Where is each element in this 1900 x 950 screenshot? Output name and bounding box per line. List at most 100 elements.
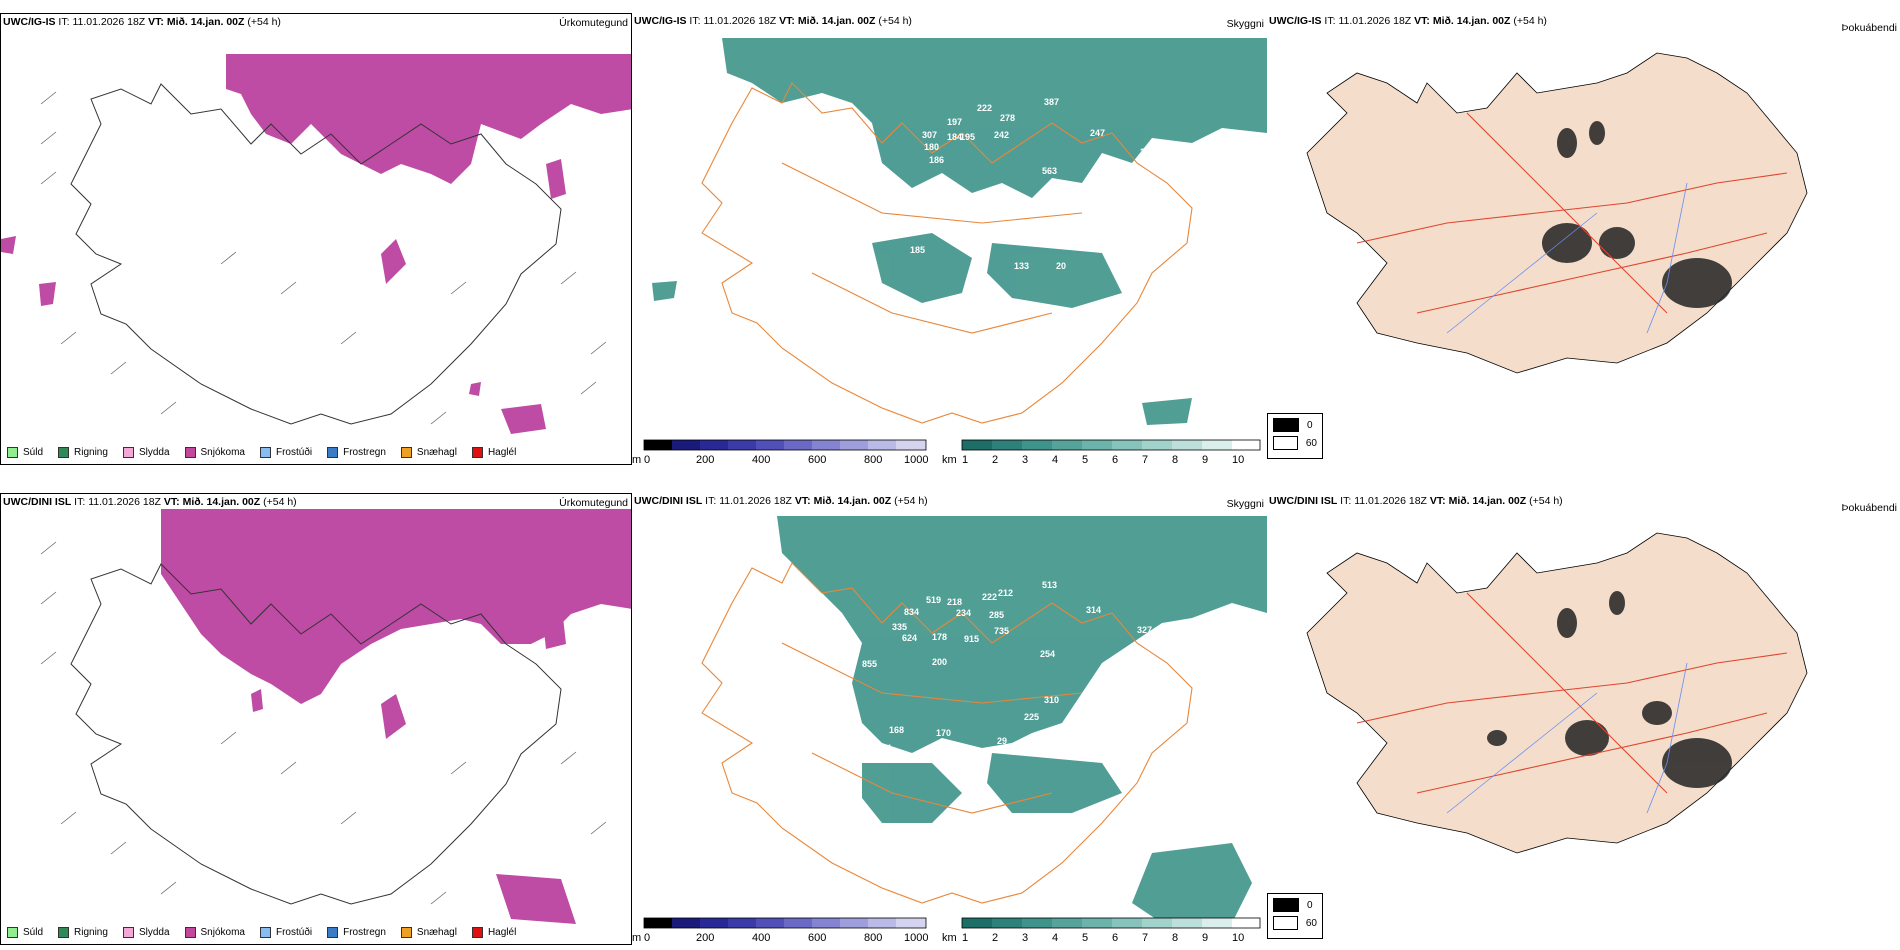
snow-area-bottom <box>161 509 631 924</box>
cloud-panel-top: 222 197 278 387 307 184 242 180 195 791 … <box>632 13 1267 465</box>
legend-item: Slydda <box>122 447 170 458</box>
legend-item: Haglél <box>471 927 517 938</box>
scale-tick: 800 <box>864 932 883 944</box>
cloud-height-labels-top: 222 197 278 387 307 184 242 180 195 791 … <box>857 97 1155 271</box>
vt-value: Mið. 14.jan. 00Z <box>797 15 876 27</box>
cloud-map-top: 222 197 278 387 307 184 242 180 195 791 … <box>652 38 1267 425</box>
fog-white-swatch <box>1273 436 1298 450</box>
scale-tick: 8 <box>1172 454 1179 465</box>
legend-swatch <box>400 927 412 938</box>
precip-legend: Súld Rigning Slydda Snjókoma Frostúði Fr… <box>7 447 516 458</box>
legend-swatch <box>471 927 483 938</box>
legend-label: Haglél <box>487 927 517 938</box>
scale-tick: 200 <box>696 454 715 465</box>
fog-map-top <box>1306 52 1808 374</box>
legend-item: Frostúði <box>259 447 312 458</box>
lead-time: (+54 h) <box>263 496 297 508</box>
legend-item: Súld <box>7 447 43 458</box>
fog-black-swatch <box>1273 898 1299 912</box>
lead-time: (+54 h) <box>878 15 912 27</box>
orange-roads-top <box>701 82 1193 424</box>
it-label: IT: <box>1324 15 1336 27</box>
vt-label: VT: <box>794 495 811 507</box>
precip-map-bottom <box>40 509 631 924</box>
scale-tick: 7 <box>1142 454 1149 465</box>
it-value: 11.01.2026 18Z <box>72 16 146 28</box>
scale-tick: 3 <box>1022 454 1029 465</box>
fog-white-swatch <box>1273 916 1298 930</box>
cloud-map-bottom: 513 519 218 222 212 834 234 285 314 335 … <box>701 516 1267 923</box>
scale-tick: 5 <box>1082 454 1089 465</box>
cloud-label: 117 <box>1012 747 1027 757</box>
legend-label: Frostregn <box>343 447 386 458</box>
scale-tick: 10 <box>1232 932 1245 944</box>
model-name: UWC/IG-IS <box>1269 15 1322 27</box>
scale-tick: 7 <box>1142 932 1149 944</box>
scale-tick: 9 <box>1202 454 1209 465</box>
fog-value: 0 <box>1307 899 1313 911</box>
scale-tick: 6 <box>1112 454 1119 465</box>
cloud-label: 310 <box>1044 695 1059 705</box>
vt-value: Mið. 14.jan. 00Z <box>813 495 892 507</box>
legend-swatch <box>327 447 339 458</box>
lead-time: (+54 h) <box>1513 15 1547 27</box>
cloud-label: 197 <box>947 117 962 127</box>
panel-header: UWC/DINI ISL IT: 11.01.2026 18Z VT: Mið.… <box>1269 495 1563 507</box>
precip-legend: Súld Rigning Slydda Snjókoma Frostúði Fr… <box>7 927 516 938</box>
legend-label: Rigning <box>74 447 108 458</box>
it-value: 11.01.2026 18Z <box>1354 495 1427 507</box>
scale-tick: 800 <box>864 454 883 465</box>
fog-value: 60 <box>1305 917 1317 929</box>
lead-time: (+54 h) <box>247 16 281 28</box>
cloud-label: 168 <box>889 725 904 735</box>
scale-tick: 3 <box>1022 932 1029 944</box>
legend-swatch <box>7 927 18 938</box>
cloud-label: 131 <box>877 743 892 753</box>
precip-panel-top: UWC/IG-IS IT: 11.01.2026 18Z VT: Mið. 14… <box>0 13 632 465</box>
it-label: IT: <box>74 496 86 508</box>
legend-item: Frostregn <box>327 927 386 938</box>
fog-land-top <box>1306 52 1808 374</box>
scale-unit: km <box>942 932 957 944</box>
scale-tick: 200 <box>696 932 715 944</box>
it-label: IT: <box>705 495 717 507</box>
cloud-label: 225 <box>1024 712 1039 722</box>
lead-time: (+54 h) <box>1529 495 1563 507</box>
panel-title: Þokuábendi <box>1841 502 1897 514</box>
scale-tick: 1000 <box>904 454 929 465</box>
precip-map-top <box>1 54 631 434</box>
cloud-label: 186 <box>857 243 872 253</box>
cloud-label: 393 <box>1042 217 1057 227</box>
scale-tick: 600 <box>808 932 827 944</box>
cloud-label: 222 <box>982 592 997 602</box>
cloud-label: 513 <box>1042 580 1057 590</box>
fog-roads-bottom <box>1356 592 1788 794</box>
cloud-label: 563 <box>1042 166 1057 176</box>
legend-label: Frostregn <box>343 927 386 938</box>
fog-dark-areas-top <box>1542 121 1732 308</box>
panel-header: UWC/IG-IS IT: 11.01.2026 18Z VT: Mið. 14… <box>3 16 281 28</box>
scale-tick: 8 <box>1172 932 1179 944</box>
it-value: 11.01.2026 18Z <box>703 15 777 27</box>
height-scale: m 0 200 400 600 800 1000 <box>632 438 937 465</box>
legend-label: Snæhagl <box>416 927 457 938</box>
legend-swatch <box>122 927 134 938</box>
it-value: 11.01.2026 18Z <box>1338 15 1412 27</box>
legend-swatch <box>122 447 134 458</box>
fog-map-bottom <box>1306 532 1808 854</box>
legend-label: Frostúði <box>275 927 313 938</box>
cloud-label: 285 <box>989 610 1004 620</box>
cloud-label: 254 <box>1040 649 1055 659</box>
legend-item: Snæhagl <box>400 927 457 938</box>
cloud-label: 212 <box>998 588 1013 598</box>
legend-swatch <box>184 927 196 938</box>
iceland-outline-top <box>70 83 562 425</box>
scale-tick: 4 <box>1052 932 1059 944</box>
vt-value: Mið. 14.jan. 00Z <box>1448 495 1527 507</box>
cloud-label: 834 <box>904 607 919 617</box>
legend-label: Rigning <box>74 927 108 938</box>
fog-roads-top <box>1356 112 1788 314</box>
scale-tick: 9 <box>1202 932 1209 944</box>
model-name: UWC/DINI ISL <box>634 495 703 507</box>
teal-area-top <box>652 38 1267 425</box>
